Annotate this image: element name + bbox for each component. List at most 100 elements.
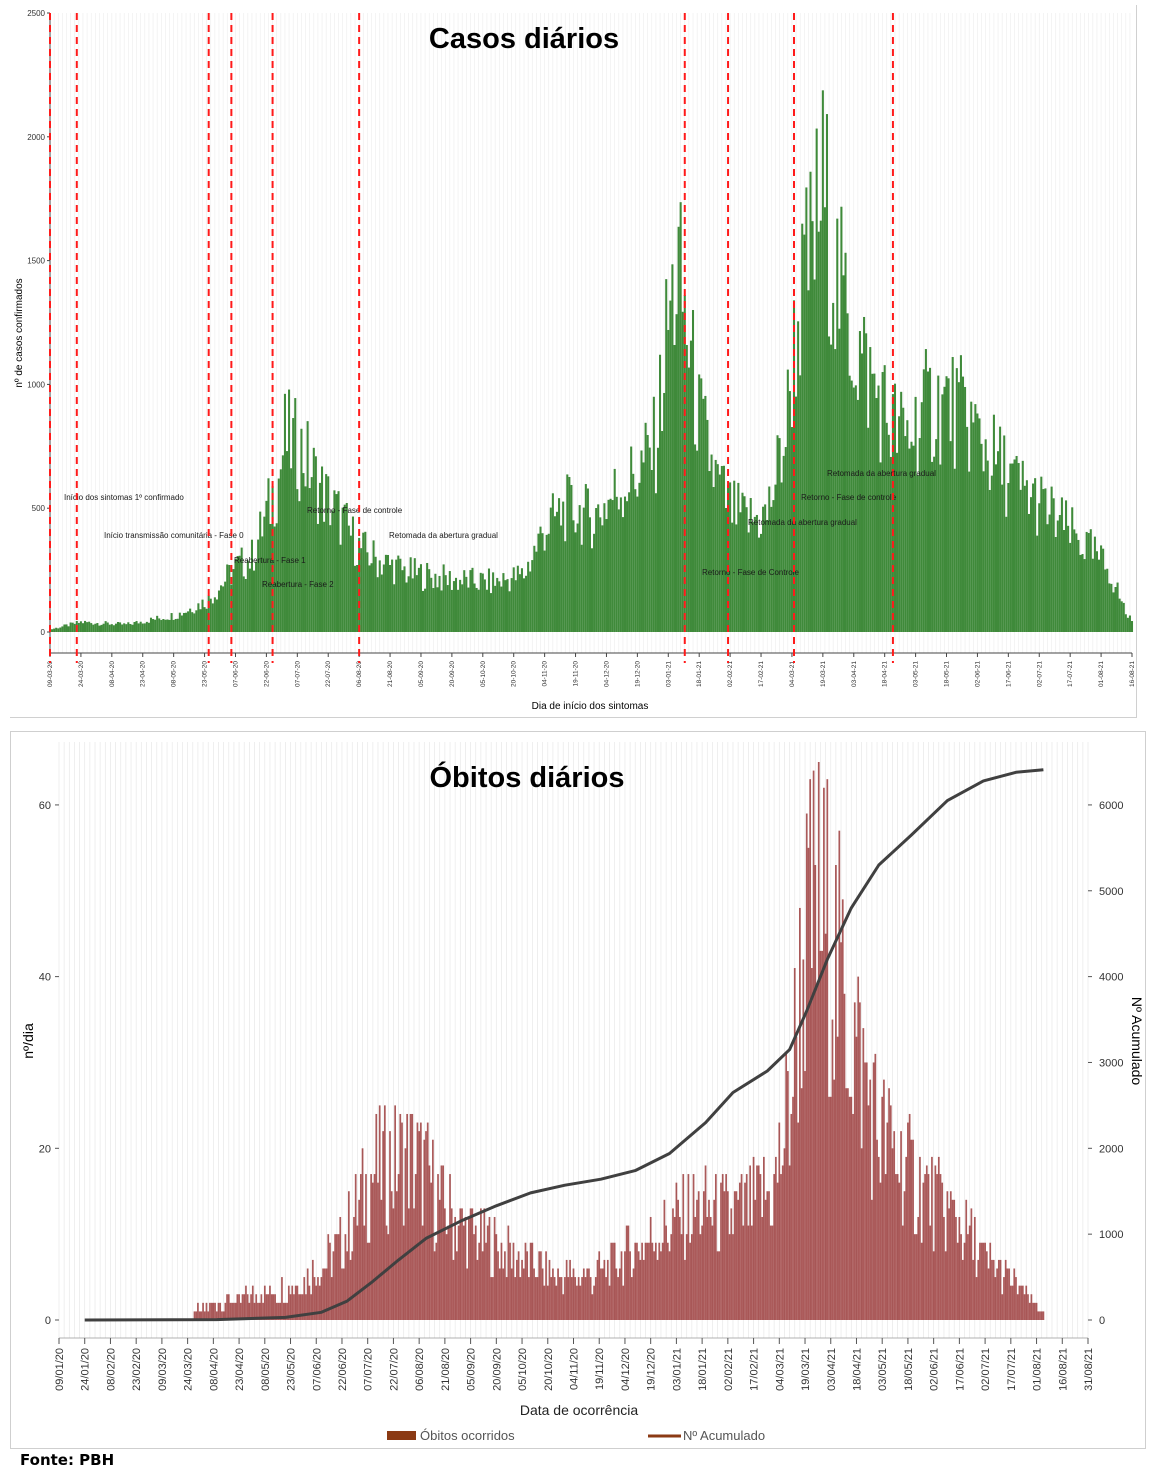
bar — [373, 1174, 376, 1320]
bar — [951, 1199, 954, 1320]
bar — [557, 1268, 559, 1320]
bar — [408, 1208, 410, 1320]
bar — [677, 226, 680, 633]
bar — [444, 1208, 446, 1320]
bar — [646, 435, 649, 632]
bar — [871, 373, 874, 632]
bar — [684, 1259, 686, 1320]
bar — [999, 426, 1002, 632]
bar — [79, 621, 82, 632]
bar — [1009, 1285, 1012, 1320]
bar — [322, 1268, 324, 1320]
bar — [797, 1122, 800, 1320]
bar — [1118, 598, 1121, 632]
bar — [228, 564, 231, 632]
bar — [867, 427, 870, 632]
bar — [762, 506, 765, 632]
bar — [504, 580, 507, 632]
bar — [584, 1277, 587, 1320]
bar — [605, 1277, 607, 1320]
bar — [411, 1113, 414, 1320]
bar — [1046, 524, 1049, 632]
bar — [391, 559, 394, 632]
x-tick-label: 08/05/20 — [260, 1348, 272, 1391]
bar — [946, 1191, 949, 1320]
bar — [1011, 1285, 1014, 1320]
bar — [663, 1199, 666, 1320]
bar — [555, 1285, 558, 1320]
bar — [1025, 480, 1028, 632]
bar — [301, 1294, 304, 1320]
bar — [677, 1199, 679, 1320]
phase-label: Início dos sintomas 1º confirmado — [64, 493, 184, 502]
bar — [968, 1225, 971, 1320]
bar — [490, 1277, 493, 1320]
bar — [265, 500, 268, 632]
bar — [960, 1234, 962, 1320]
legend-label-cumulative: Nº Acumulado — [683, 1428, 765, 1443]
y-tick-label: 20 — [39, 1143, 51, 1155]
bar — [817, 231, 820, 632]
deaths-chart-panel: Óbitos diários Data de ocorrência nº/dia… — [10, 731, 1146, 1449]
bar — [753, 516, 756, 632]
bar — [195, 610, 198, 632]
bar — [618, 1268, 621, 1320]
bar — [670, 1234, 673, 1320]
bar — [1029, 497, 1033, 632]
bar — [550, 1277, 553, 1320]
bar — [953, 1199, 956, 1320]
bar — [581, 1277, 583, 1320]
bar — [329, 1242, 331, 1320]
bar — [681, 311, 684, 632]
bar — [521, 1259, 523, 1320]
bar — [53, 628, 56, 632]
bar — [901, 1225, 904, 1320]
phase-label: Reabertura - Fase 2 — [262, 580, 334, 589]
bar — [106, 622, 109, 632]
bar — [972, 1259, 974, 1320]
bar — [248, 568, 251, 632]
bar — [701, 1225, 703, 1320]
bar — [347, 525, 350, 632]
bar — [205, 608, 208, 632]
bar — [636, 496, 639, 632]
bar — [375, 1113, 378, 1320]
bar — [246, 560, 249, 632]
bar — [741, 492, 744, 632]
bar — [509, 1242, 511, 1320]
bar — [811, 968, 813, 1320]
bar — [281, 455, 284, 632]
bar — [210, 1302, 213, 1320]
bar — [776, 435, 779, 632]
bar — [580, 544, 583, 632]
bar — [302, 473, 305, 632]
bar — [560, 525, 563, 632]
bar — [792, 1096, 794, 1320]
bar — [937, 1156, 940, 1320]
bar — [1033, 1302, 1036, 1320]
x-tick-label: 18/04/21 — [851, 1348, 863, 1391]
bar — [1023, 1294, 1026, 1320]
bar — [139, 621, 142, 632]
bar — [665, 279, 668, 632]
bar — [937, 375, 940, 632]
x-axis-label: Data de ocorrência — [520, 1402, 639, 1418]
bar — [251, 1285, 254, 1320]
bar — [840, 942, 842, 1320]
bar — [1128, 615, 1131, 632]
bar — [1085, 531, 1088, 632]
bar — [698, 374, 701, 632]
bar — [428, 1165, 431, 1320]
bar — [253, 570, 256, 632]
bar — [275, 1302, 278, 1320]
bar — [476, 1259, 479, 1320]
bar — [553, 1277, 556, 1320]
bar — [743, 496, 746, 632]
bar — [1021, 1285, 1024, 1320]
bar — [293, 1294, 295, 1320]
bar — [615, 496, 618, 632]
bar — [615, 1268, 618, 1320]
bar — [289, 1294, 292, 1320]
bar — [1091, 558, 1094, 632]
bar — [915, 1234, 918, 1320]
